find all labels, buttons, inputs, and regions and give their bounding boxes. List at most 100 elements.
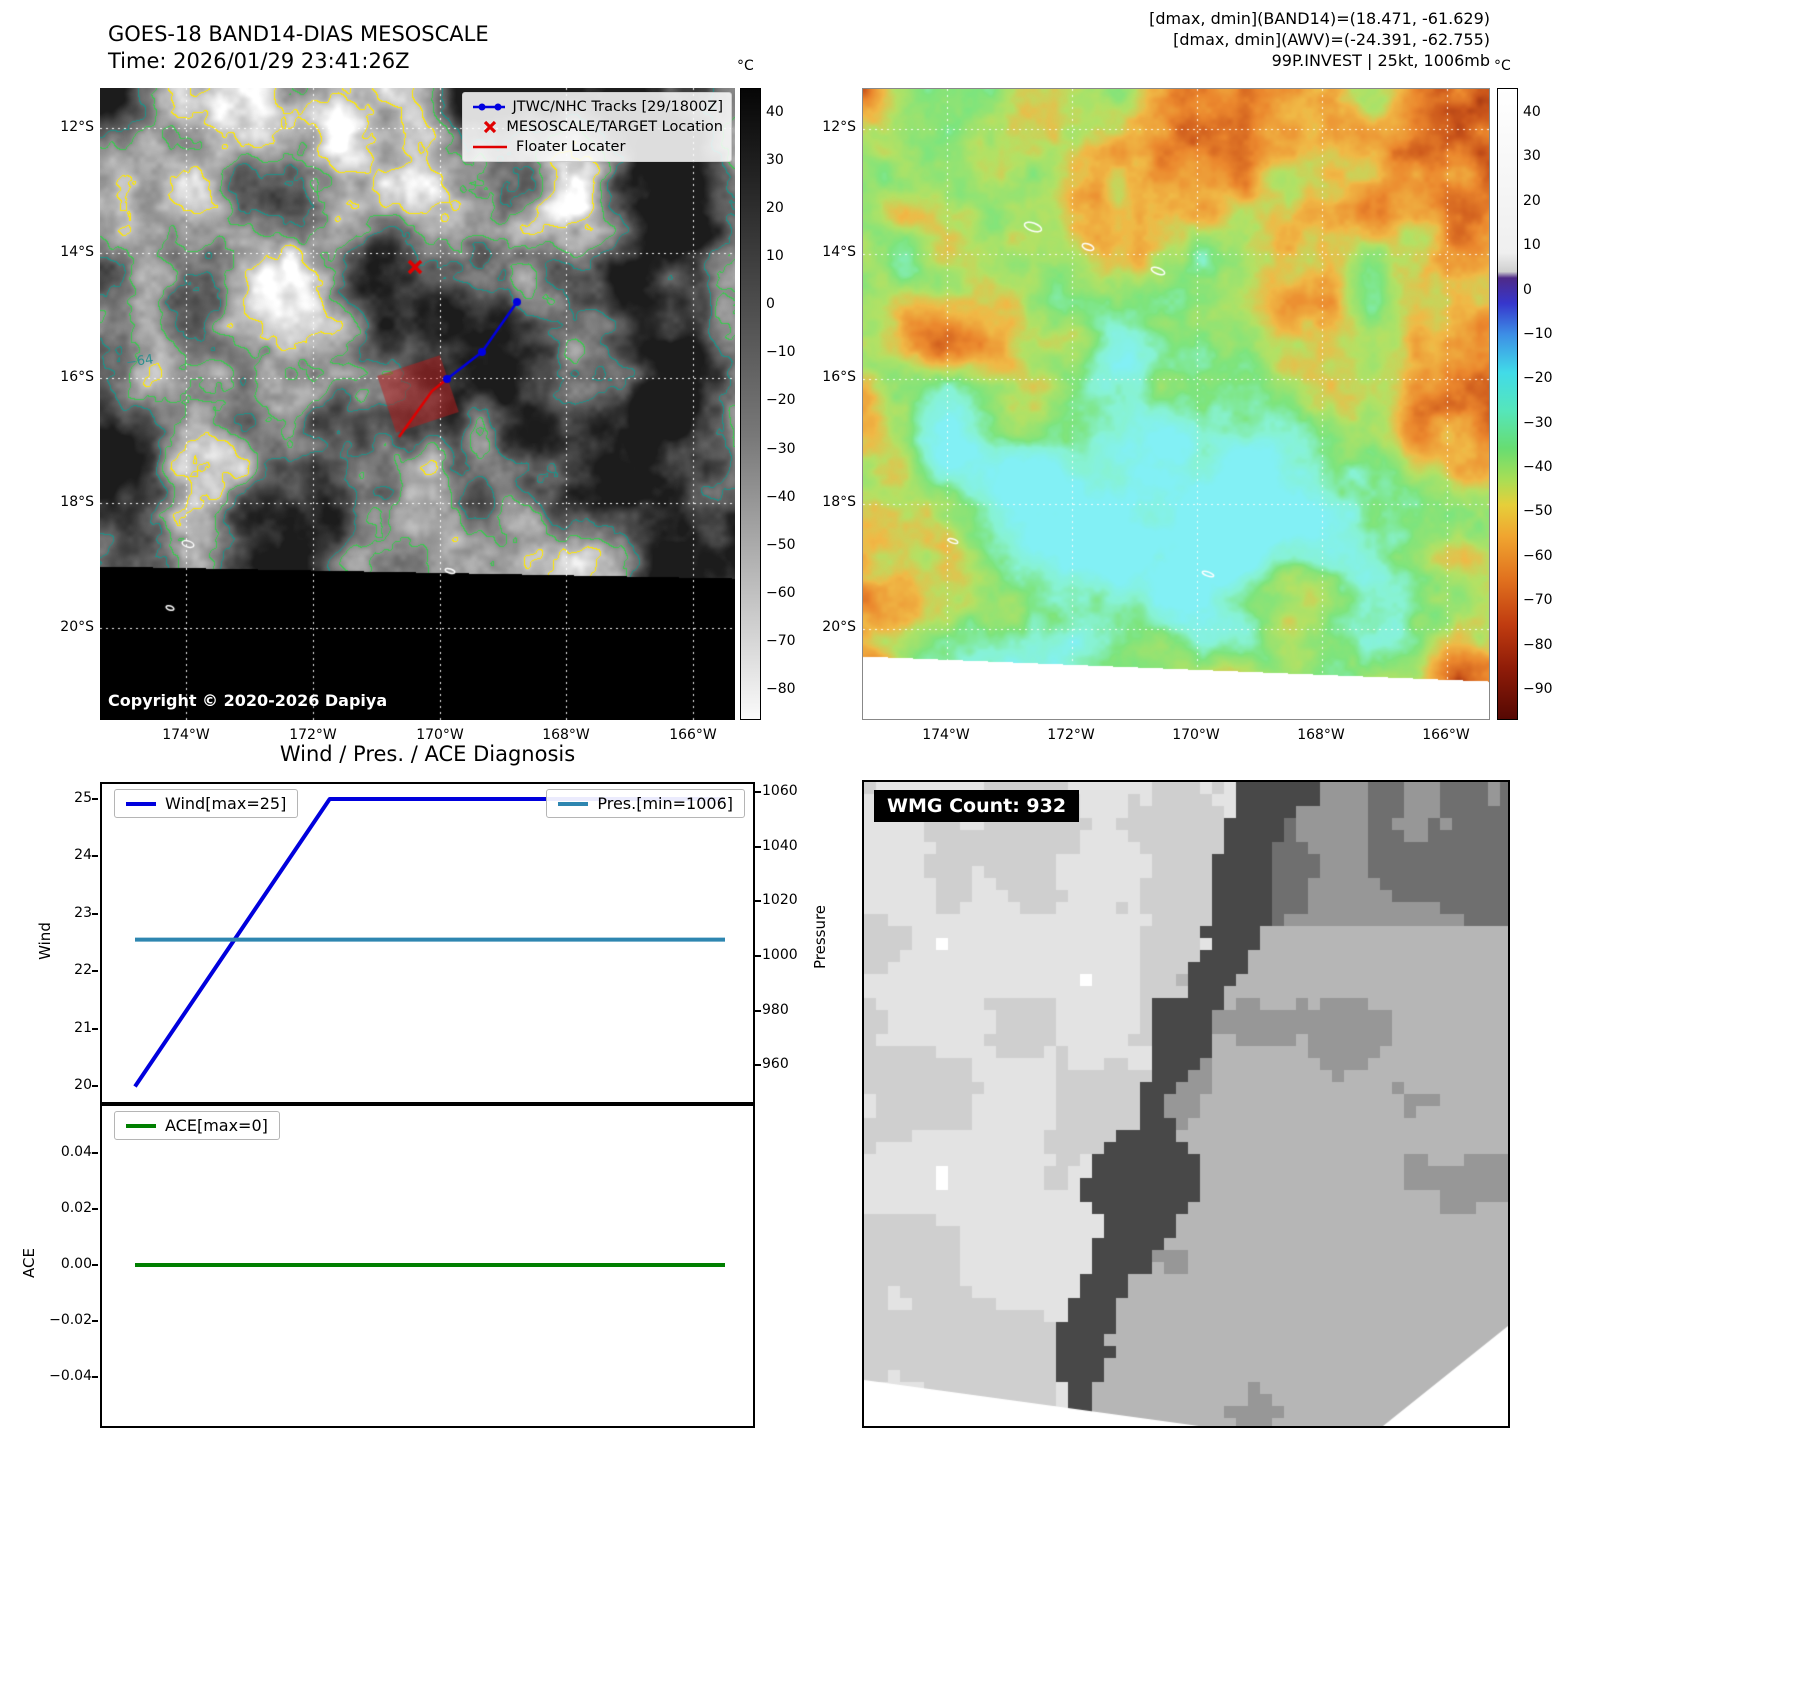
pressure-legend-label: Pres.[min=1006] (597, 794, 733, 813)
tick-mark (92, 1375, 98, 1378)
info-awv-range: [dmax, dmin](AWV)=(-24.391, -62.755) (1173, 30, 1490, 49)
tick-label: 0 (1523, 281, 1532, 298)
tick-label: −20 (1523, 370, 1553, 387)
tick-label: 168°W (542, 727, 590, 743)
tick-label: −80 (1523, 636, 1553, 653)
tick-label: 20°S (822, 619, 856, 635)
tick-label: −90 (1523, 680, 1553, 697)
pressure-axis-label: Pressure (811, 904, 829, 970)
band14-colorbar (740, 88, 761, 720)
legend-item-track: JTWC/NHC Tracks [29/1800Z] (471, 99, 723, 115)
wmg-image: WMG Count: 932 (862, 780, 1510, 1428)
tick-label: 12°S (60, 119, 94, 135)
legend-label-floater: Floater Locater (516, 139, 626, 155)
tick-label: 10 (766, 248, 784, 265)
tick-mark (92, 1264, 98, 1267)
tick-label: −50 (766, 536, 796, 553)
tick-label: 21 (74, 1019, 92, 1036)
tick-mark (755, 790, 761, 793)
wmg-canvas (864, 782, 1508, 1426)
tick-label: 0.00 (60, 1256, 92, 1273)
band14-time: Time: 2026/01/29 23:41:26Z (108, 49, 410, 73)
tick-label: 20 (766, 200, 784, 217)
wind-legend: Wind[max=25] (114, 789, 299, 818)
tick-label: 20°S (60, 619, 94, 635)
tick-mark (92, 1085, 98, 1088)
wind-pressure-plot (133, 797, 725, 1088)
awv-map-canvas (863, 89, 1489, 719)
target-x-icon (483, 120, 497, 134)
tick-label: −40 (766, 488, 796, 505)
legend-label-track: JTWC/NHC Tracks [29/1800Z] (512, 99, 723, 115)
tick-mark (92, 1319, 98, 1322)
tick-label: 25 (74, 789, 92, 806)
ace-legend: ACE[max=0] (114, 1111, 280, 1140)
tick-mark (92, 970, 98, 973)
tick-label: −70 (1523, 592, 1553, 609)
map-legend: JTWC/NHC Tracks [29/1800Z] MESOSCALE/TAR… (462, 92, 732, 162)
tick-label: 174°W (922, 727, 970, 743)
tick-mark (755, 900, 761, 903)
tick-label: 172°W (289, 727, 337, 743)
tick-label: 30 (1523, 148, 1541, 165)
tick-mark (92, 1027, 98, 1030)
tick-mark (755, 845, 761, 848)
wind-swatch (126, 801, 156, 806)
awv-info: [dmax, dmin](BAND14)=(18.471, -61.629) [… (900, 8, 1490, 71)
tick-label: −40 (1523, 459, 1553, 476)
tick-label: −0.04 (49, 1367, 92, 1384)
tick-label: 0.04 (60, 1144, 92, 1161)
tick-mark (755, 1064, 761, 1067)
legend-item-target: MESOSCALE/TARGET Location (471, 119, 723, 135)
tick-mark (92, 1152, 98, 1155)
copyright-text: Copyright © 2020-2026 Dapiya (108, 691, 388, 710)
wmg-count-label: WMG Count: 932 (874, 790, 1080, 822)
tick-label: 1060 (762, 782, 798, 799)
pressure-swatch (558, 801, 589, 806)
tick-label: −10 (766, 344, 796, 361)
tick-label: 10 (1523, 237, 1541, 254)
tick-label: 40 (766, 104, 784, 120)
tick-label: −60 (766, 584, 796, 601)
awv-colorbar (1497, 88, 1518, 720)
tick-label: 0 (766, 296, 775, 313)
ace-chart: ACE[max=0] (100, 1104, 755, 1428)
tick-label: 14°S (60, 244, 94, 260)
tick-label: 22 (74, 962, 92, 979)
tick-label: −20 (766, 392, 796, 409)
tick-label: −70 (766, 632, 796, 649)
diagnosis-title: Wind / Pres. / ACE Diagnosis (279, 742, 576, 766)
tick-label: 18°S (60, 494, 94, 510)
tick-label: 166°W (669, 727, 717, 743)
band14-map-canvas (100, 88, 735, 720)
tick-mark (92, 855, 98, 858)
ace-swatch (126, 1123, 156, 1128)
tick-label: 40 (1523, 104, 1541, 120)
awv-colorbar-gradient (1498, 89, 1517, 719)
tick-label: 18°S (822, 494, 856, 510)
tick-mark (92, 797, 98, 800)
series-line (133, 797, 725, 1088)
legend-item-floater: Floater Locater (471, 139, 723, 155)
tick-label: 23 (74, 904, 92, 921)
tick-label: −80 (766, 680, 796, 697)
tick-label: 980 (762, 1001, 789, 1018)
tick-label: 168°W (1297, 727, 1345, 743)
info-invest: 99P.INVEST | 25kt, 1006mb (1271, 51, 1490, 70)
tick-label: 172°W (1047, 727, 1095, 743)
tick-mark (92, 1208, 98, 1211)
tick-label: 14°S (822, 244, 856, 260)
band14-colorbar-gradient (741, 89, 760, 719)
tick-label: 12°S (822, 119, 856, 135)
wind-pressure-chart: Wind[max=25] Pres.[min=1006] (100, 782, 755, 1104)
tick-mark (755, 1009, 761, 1012)
band14-title: GOES-18 BAND14-DIAS MESOSCALE (108, 22, 489, 46)
tick-label: 174°W (162, 727, 210, 743)
tick-label: −0.02 (49, 1311, 92, 1328)
tick-label: 1020 (762, 892, 798, 909)
info-band14-range: [dmax, dmin](BAND14)=(18.471, -61.629) (1149, 9, 1490, 28)
floater-line-icon (473, 145, 507, 149)
legend-label-target: MESOSCALE/TARGET Location (506, 119, 723, 135)
pressure-legend: Pres.[min=1006] (546, 789, 745, 818)
tick-label: −30 (1523, 414, 1553, 431)
